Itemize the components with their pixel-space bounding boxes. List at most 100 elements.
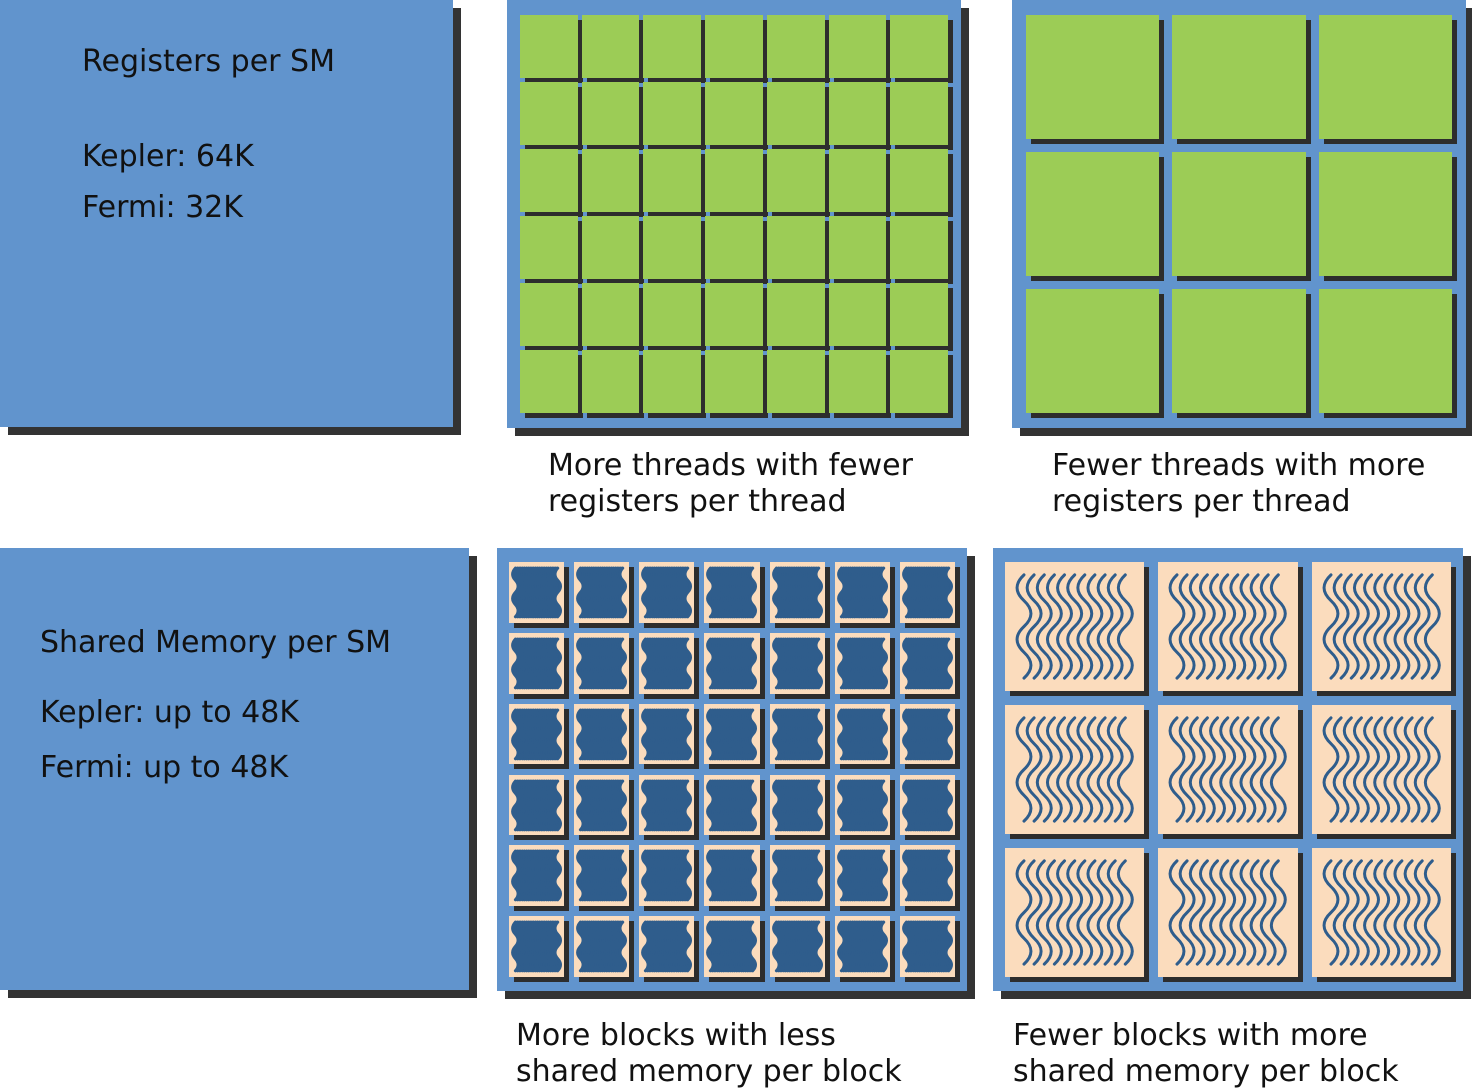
register-tile bbox=[520, 283, 578, 346]
wave-line bbox=[1106, 573, 1124, 680]
register-tile bbox=[581, 350, 640, 413]
shared-memory-tile bbox=[574, 703, 630, 765]
register-tile bbox=[766, 15, 825, 78]
shared-memory-tile bbox=[899, 632, 955, 694]
wave-line bbox=[944, 637, 953, 690]
shared-memory-tile bbox=[639, 845, 695, 907]
wave-line bbox=[1362, 859, 1380, 966]
wave-line bbox=[1332, 859, 1350, 966]
wave-pattern bbox=[641, 708, 693, 760]
wave-line bbox=[1372, 716, 1390, 823]
wave-line bbox=[1423, 573, 1441, 680]
wave-line bbox=[879, 708, 888, 760]
wave-line bbox=[1096, 573, 1114, 680]
wave-line bbox=[618, 779, 628, 831]
shared-memory-tile bbox=[834, 845, 890, 907]
register-tile bbox=[890, 15, 948, 78]
wave-pattern bbox=[902, 708, 953, 760]
wave-line bbox=[1076, 716, 1094, 823]
wave-line bbox=[1189, 573, 1207, 680]
wave-line bbox=[1045, 716, 1063, 823]
shared-memory-tile bbox=[509, 632, 565, 694]
shared-memory-tile bbox=[509, 845, 565, 907]
register-tile bbox=[1318, 289, 1452, 413]
wave-line bbox=[618, 637, 628, 690]
wave-line bbox=[748, 920, 758, 973]
register-tile bbox=[828, 15, 887, 78]
wave-line bbox=[944, 779, 953, 831]
register-tile bbox=[705, 283, 763, 346]
wave-line bbox=[618, 920, 628, 973]
more-blocks-caption: More blocks with less shared memory per … bbox=[516, 1018, 902, 1090]
wave-line bbox=[1189, 859, 1207, 966]
wave-line bbox=[1352, 859, 1370, 966]
wave-pattern bbox=[902, 920, 953, 973]
wave-line bbox=[553, 566, 562, 619]
wave-line bbox=[879, 849, 888, 902]
wave-line bbox=[879, 637, 888, 690]
wave-line bbox=[1178, 716, 1196, 823]
wave-pattern bbox=[1168, 859, 1288, 966]
register-tile bbox=[643, 15, 702, 78]
register-tile bbox=[890, 149, 948, 212]
shared-memory-tile bbox=[1158, 705, 1298, 834]
register-tile bbox=[766, 82, 825, 145]
register-tile bbox=[828, 82, 887, 145]
shared-memory-tile bbox=[509, 774, 565, 836]
wave-pattern bbox=[771, 849, 823, 902]
wave-pattern bbox=[1015, 716, 1134, 823]
wave-line bbox=[1413, 859, 1431, 966]
shared-memory-fermi-value: Fermi: up to 48K bbox=[40, 750, 289, 785]
wave-pattern bbox=[576, 779, 628, 831]
register-tile bbox=[705, 350, 763, 413]
wave-line bbox=[1025, 573, 1043, 680]
wave-line bbox=[944, 566, 953, 619]
wave-line bbox=[1096, 859, 1114, 966]
wave-pattern bbox=[771, 637, 823, 690]
wave-line bbox=[1106, 859, 1124, 966]
wave-line bbox=[1116, 859, 1134, 966]
wave-pattern bbox=[902, 849, 953, 902]
wave-line bbox=[618, 708, 628, 760]
register-tile bbox=[1318, 15, 1452, 139]
wave-pattern bbox=[836, 708, 888, 760]
wave-pattern bbox=[902, 779, 953, 831]
wave-line bbox=[1096, 716, 1114, 823]
registers-kepler-value: Kepler: 64K bbox=[82, 139, 254, 174]
wave-line bbox=[683, 779, 693, 831]
shared-memory-tile bbox=[509, 562, 565, 623]
wave-pattern bbox=[576, 637, 628, 690]
registers-title: Registers per SM bbox=[82, 44, 335, 79]
wave-line bbox=[814, 566, 823, 619]
wave-line bbox=[683, 920, 693, 973]
wave-line bbox=[1025, 716, 1043, 823]
wave-line bbox=[879, 566, 888, 619]
wave-line bbox=[1270, 716, 1288, 823]
wave-line bbox=[683, 637, 693, 690]
wave-line bbox=[1342, 573, 1360, 680]
register-tile bbox=[890, 82, 948, 145]
wave-line bbox=[618, 849, 628, 902]
wave-pattern bbox=[1322, 716, 1441, 823]
wave-line bbox=[618, 566, 628, 619]
wave-line bbox=[944, 920, 953, 973]
wave-pattern bbox=[771, 779, 823, 831]
wave-line bbox=[1239, 716, 1257, 823]
more-blocks-caption-line2: shared memory per block bbox=[516, 1054, 902, 1089]
wave-pattern bbox=[641, 849, 693, 902]
wave-line bbox=[1015, 573, 1033, 680]
wave-pattern bbox=[576, 920, 628, 973]
wave-line bbox=[1086, 573, 1104, 680]
wave-pattern bbox=[511, 849, 562, 902]
shared-memory-tile bbox=[704, 562, 760, 623]
wave-line bbox=[1249, 859, 1267, 966]
register-tile bbox=[1026, 15, 1160, 139]
wave-pattern bbox=[706, 637, 758, 690]
shared-memory-tile bbox=[639, 916, 695, 977]
register-tile bbox=[828, 350, 887, 413]
wave-line bbox=[553, 637, 562, 690]
shared-memory-tile bbox=[639, 632, 695, 694]
wave-line bbox=[1015, 716, 1033, 823]
more-blocks-grid bbox=[497, 548, 967, 991]
register-tile bbox=[705, 82, 763, 145]
